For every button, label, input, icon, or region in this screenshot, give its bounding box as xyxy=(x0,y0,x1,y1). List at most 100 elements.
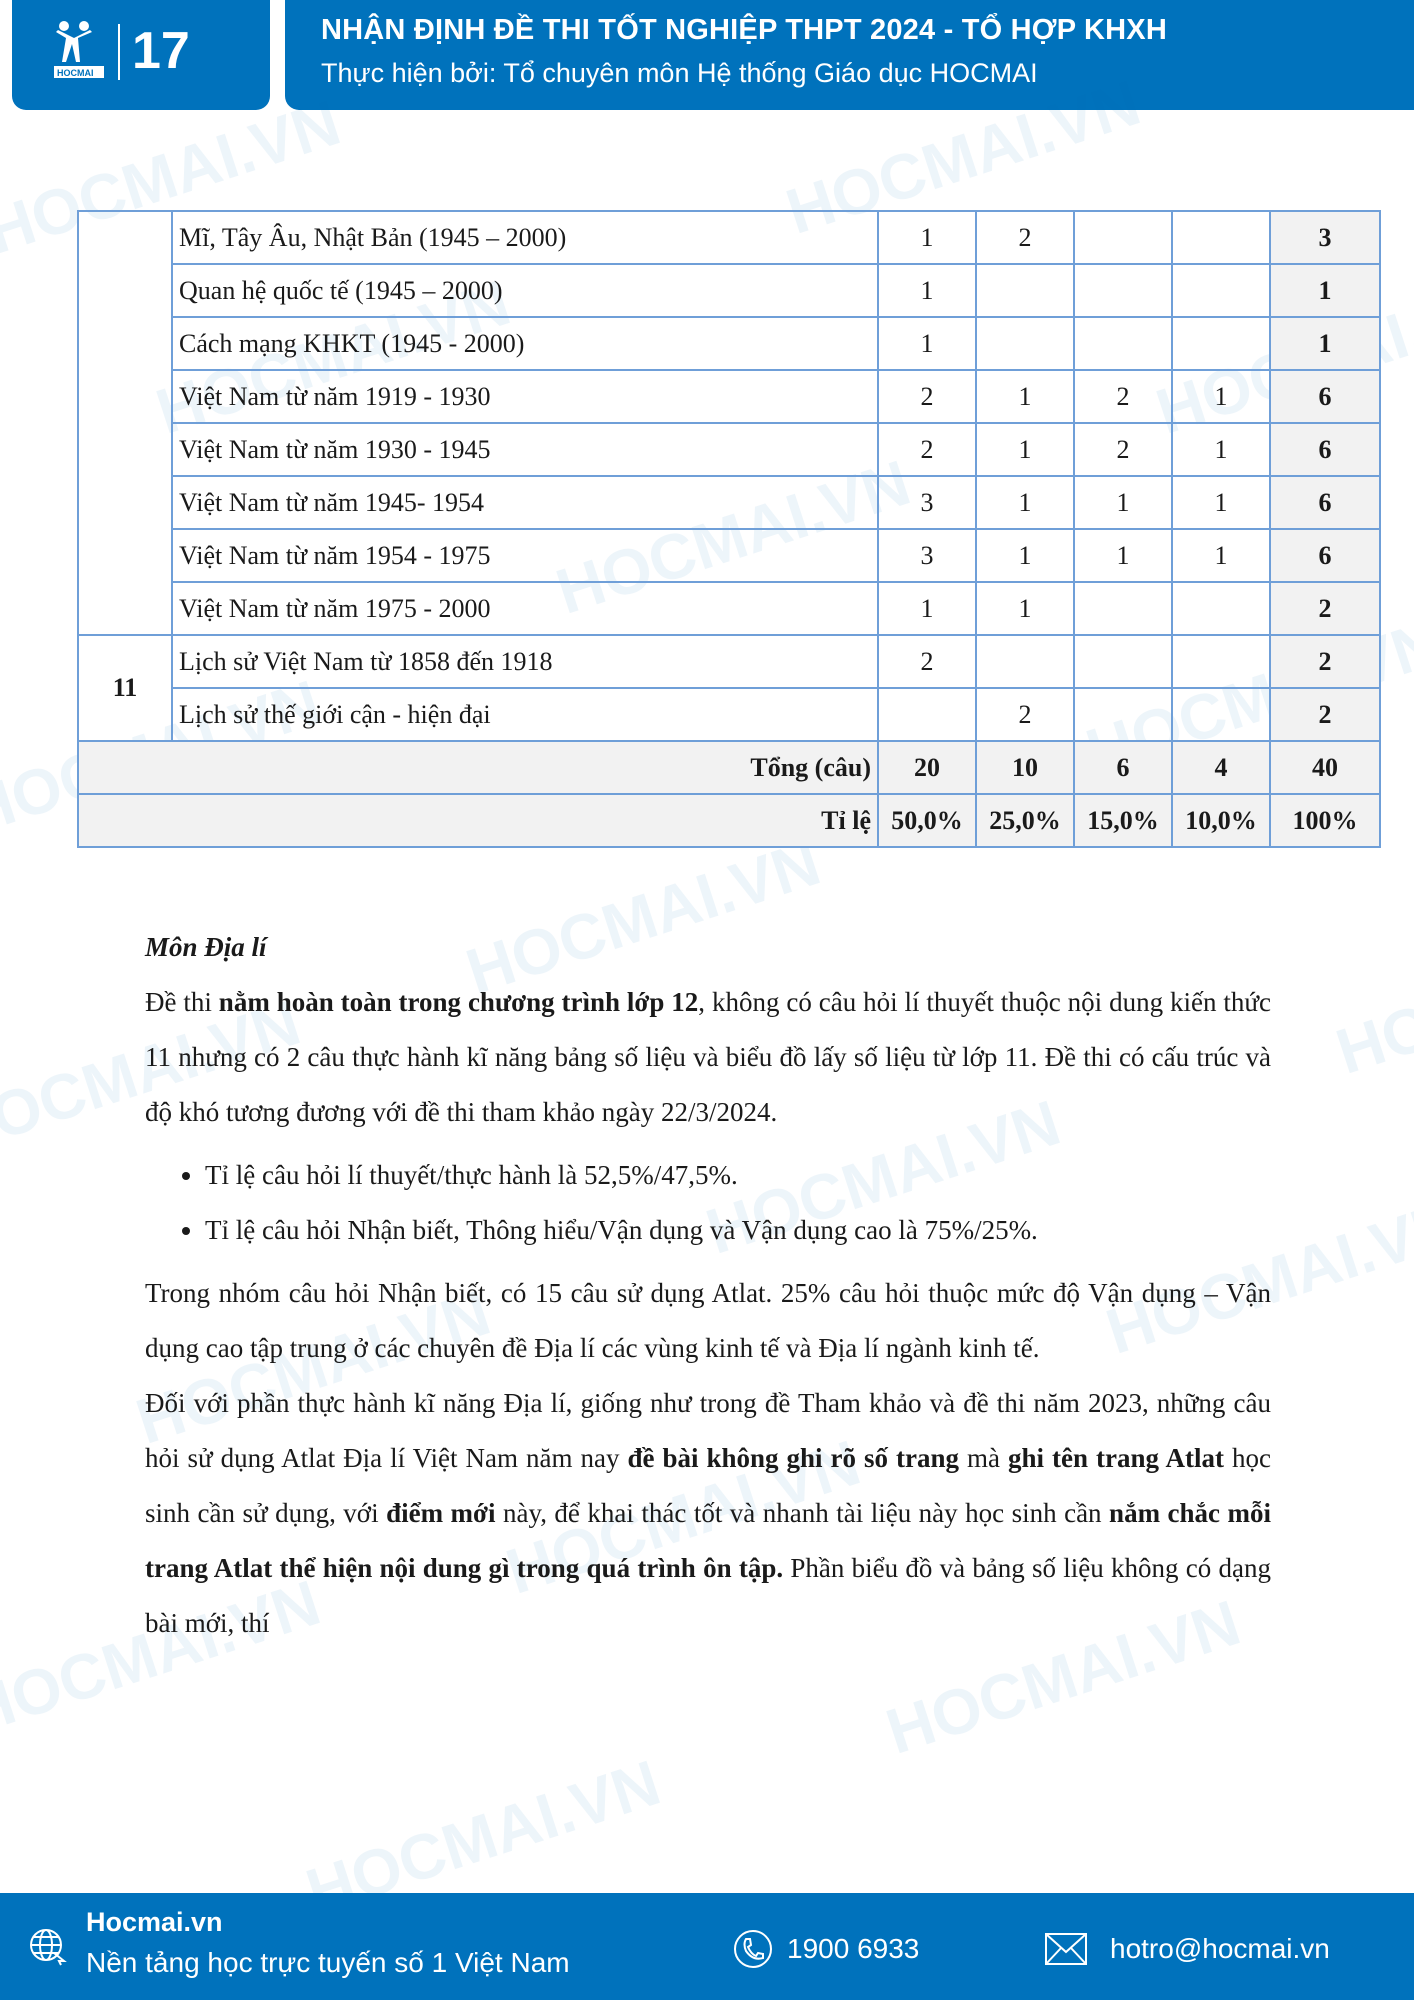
value-cell: 2 xyxy=(877,369,977,424)
value-cell xyxy=(975,316,1075,371)
summary-value: 50,0% xyxy=(877,793,977,848)
summary-label: Tỉ lệ xyxy=(77,793,879,848)
value-cell xyxy=(1073,581,1173,636)
value-cell xyxy=(1171,316,1271,371)
summary-value: 15,0% xyxy=(1073,793,1173,848)
value-cell xyxy=(1073,263,1173,318)
value-cell: 3 xyxy=(877,475,977,530)
grade-cell xyxy=(77,210,173,636)
hocmai-logo-icon: 17 HOCMAI xyxy=(54,21,190,80)
table-row: Việt Nam từ năm 1919 - 1930 2 1 2 1 6 xyxy=(78,369,1381,424)
table-row: Việt Nam từ năm 1975 - 2000 1 1 2 xyxy=(78,581,1381,636)
topic-cell: Mĩ, Tây Âu, Nhật Bản (1945 – 2000) xyxy=(171,210,879,265)
value-cell: 1 xyxy=(975,369,1075,424)
globe-icon xyxy=(30,1929,67,1966)
page-footer: Hocmai.vn Nền tảng học trực tuyến số 1 V… xyxy=(0,1893,1414,2000)
value-cell xyxy=(975,263,1075,318)
total-cell: 6 xyxy=(1269,369,1381,424)
section-heading: Môn Địa lí xyxy=(145,932,267,962)
value-cell: 1 xyxy=(877,316,977,371)
topic-cell: Lịch sử Việt Nam từ 1858 đến 1918 xyxy=(171,634,879,689)
summary-value: 20 xyxy=(877,740,977,795)
value-cell xyxy=(1171,210,1271,265)
header-title: NHẬN ĐỊNH ĐỀ THI TỐT NGHIỆP THPT 2024 - … xyxy=(321,14,1167,46)
value-cell: 2 xyxy=(877,422,977,477)
topic-cell: Cách mạng KHKT (1945 - 2000) xyxy=(171,316,879,371)
summary-value: 25,0% xyxy=(975,793,1075,848)
total-cell: 6 xyxy=(1269,422,1381,477)
value-cell: 1 xyxy=(1073,528,1173,583)
value-cell: 2 xyxy=(877,634,977,689)
value-cell xyxy=(1171,581,1271,636)
value-cell: 1 xyxy=(1073,475,1173,530)
grade-cell: 11 xyxy=(77,634,173,742)
header-subtitle: Thực hiện bởi: Tổ chuyên môn Hệ thống Gi… xyxy=(321,58,1038,88)
page-header: NHẬN ĐỊNH ĐỀ THI TỐT NGHIỆP THPT 2024 - … xyxy=(285,0,1414,110)
logo-block: 17 HOCMAI xyxy=(12,0,270,110)
summary-row: Tỉ lệ 50,0% 25,0% 15,0% 10,0% 100% xyxy=(77,793,1381,848)
value-cell: 2 xyxy=(1073,422,1173,477)
table-row: Lịch sử thế giới cận - hiện đại 2 2 xyxy=(78,687,1381,742)
table-row: Việt Nam từ năm 1945- 1954 3 1 1 1 6 xyxy=(78,475,1381,530)
value-cell xyxy=(877,687,977,742)
watermark: HOCMAI.VN xyxy=(1327,906,1414,1088)
value-cell xyxy=(975,634,1075,689)
value-cell: 1 xyxy=(1171,422,1271,477)
value-cell xyxy=(1171,634,1271,689)
value-cell: 2 xyxy=(975,687,1075,742)
document-body: Môn Địa lí Đề thi nằm hoàn toàn trong ch… xyxy=(145,920,1271,1651)
summary-value: 10 xyxy=(975,740,1075,795)
table-row: Cách mạng KHKT (1945 - 2000) 1 1 xyxy=(78,316,1381,371)
table-row: Việt Nam từ năm 1954 - 1975 3 1 1 1 6 xyxy=(78,528,1381,583)
value-cell: 1 xyxy=(975,422,1075,477)
topic-cell: Việt Nam từ năm 1919 - 1930 xyxy=(171,369,879,424)
total-cell: 3 xyxy=(1269,210,1381,265)
total-cell: 6 xyxy=(1269,475,1381,530)
value-cell: 1 xyxy=(975,475,1075,530)
summary-value: 4 xyxy=(1171,740,1271,795)
summary-total: 100% xyxy=(1269,793,1381,848)
value-cell: 1 xyxy=(877,581,977,636)
summary-value: 10,0% xyxy=(1171,793,1271,848)
value-cell xyxy=(1073,634,1173,689)
topic-cell: Việt Nam từ năm 1954 - 1975 xyxy=(171,528,879,583)
paragraph: Đề thi nằm hoàn toàn trong chương trình … xyxy=(145,987,1271,1127)
mail-icon xyxy=(1045,1933,1087,1965)
list-item: Tỉ lệ câu hỏi lí thuyết/thực hành là 52,… xyxy=(205,1148,1271,1203)
total-cell: 2 xyxy=(1269,581,1381,636)
value-cell: 3 xyxy=(877,528,977,583)
total-cell: 2 xyxy=(1269,687,1381,742)
footer-phone[interactable]: 1900 6933 xyxy=(787,1933,920,1964)
paragraph: Đối với phần thực hành kĩ năng Địa lí, g… xyxy=(145,1388,1271,1638)
summary-row: Tổng (câu) 20 10 6 4 40 xyxy=(77,740,1381,795)
table-row: Quan hệ quốc tế (1945 – 2000) 1 1 xyxy=(78,263,1381,318)
summary-value: 6 xyxy=(1073,740,1173,795)
topic-cell: Việt Nam từ năm 1975 - 2000 xyxy=(171,581,879,636)
value-cell xyxy=(1073,210,1173,265)
table-row: Việt Nam từ năm 1930 - 1945 2 1 2 1 6 xyxy=(78,422,1381,477)
value-cell xyxy=(1171,263,1271,318)
footer-site[interactable]: Hocmai.vn xyxy=(86,1907,223,1937)
svg-text:17: 17 xyxy=(132,22,190,80)
topic-cell: Việt Nam từ năm 1945- 1954 xyxy=(171,475,879,530)
value-cell xyxy=(1073,316,1173,371)
value-cell: 2 xyxy=(975,210,1075,265)
total-cell: 1 xyxy=(1269,263,1381,318)
summary-label: Tổng (câu) xyxy=(77,740,879,795)
svg-text:HOCMAI: HOCMAI xyxy=(57,68,94,78)
phone-icon xyxy=(734,1930,772,1968)
value-cell: 1 xyxy=(975,581,1075,636)
value-cell: 1 xyxy=(975,528,1075,583)
value-cell xyxy=(1171,687,1271,742)
topic-cell: Việt Nam từ năm 1930 - 1945 xyxy=(171,422,879,477)
question-matrix-table: Mĩ, Tây Âu, Nhật Bản (1945 – 2000) 1 2 3 Qua… xyxy=(77,210,1381,848)
footer-email[interactable]: hotro@hocmai.vn xyxy=(1110,1933,1330,1964)
value-cell xyxy=(1073,687,1173,742)
total-cell: 1 xyxy=(1269,316,1381,371)
value-cell: 1 xyxy=(877,210,977,265)
value-cell: 1 xyxy=(877,263,977,318)
topic-cell: Lịch sử thế giới cận - hiện đại xyxy=(171,687,879,742)
value-cell: 1 xyxy=(1171,369,1271,424)
value-cell: 1 xyxy=(1171,528,1271,583)
bullet-list: Tỉ lệ câu hỏi lí thuyết/thực hành là 52,… xyxy=(145,1148,1271,1258)
